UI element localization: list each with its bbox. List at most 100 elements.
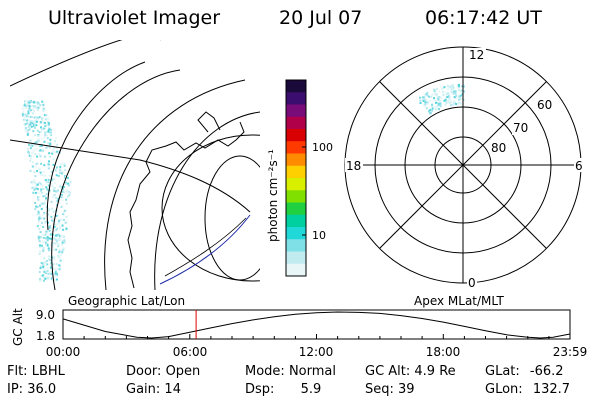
emission-pixel	[53, 147, 55, 149]
emission-pixel	[34, 116, 37, 119]
emission-pixel	[43, 270, 46, 273]
emission-pixel	[52, 163, 55, 166]
emission-pixel	[45, 146, 48, 149]
emission-pixel	[24, 119, 27, 121]
emission-pixel	[32, 130, 35, 133]
emission-pixel	[62, 239, 64, 242]
emission-pixel	[40, 183, 43, 186]
emission-pixel	[437, 98, 440, 101]
emission-pixel	[52, 210, 55, 213]
timeline-xtick-label: 12:00	[299, 345, 334, 359]
observation-time: 06:17:42 UT	[425, 7, 542, 29]
emission-pixel	[59, 151, 61, 154]
emission-pixel	[62, 212, 65, 215]
emission-pixel	[22, 108, 25, 111]
emission-pixel	[47, 209, 50, 212]
observation-date: 20 Jul 07	[279, 7, 363, 29]
emission-pixel	[28, 123, 31, 126]
emission-pixel	[62, 235, 65, 238]
emission-pixel	[36, 183, 39, 186]
emission-pixel	[51, 242, 54, 244]
emission-pixel	[29, 159, 32, 162]
emission-pixel	[46, 244, 49, 247]
emission-pixel	[436, 108, 439, 111]
emission-pixel	[42, 266, 45, 269]
emission-pixel	[25, 130, 28, 133]
emission-pixel	[442, 94, 445, 96]
colorbar-gradient	[286, 80, 306, 277]
emission-pixel	[31, 108, 34, 111]
emission-pixel	[445, 100, 448, 103]
emission-pixel	[419, 102, 422, 104]
emission-pixel	[427, 110, 430, 113]
status-gc-alt: GC Alt: 4.9 Re	[365, 364, 456, 379]
emission-pixel	[54, 270, 57, 273]
emission-pixel	[424, 99, 427, 101]
emission-pixel	[37, 117, 40, 120]
emission-pixel	[64, 182, 67, 185]
emission-pixel	[32, 120, 34, 123]
emission-pixel	[444, 104, 447, 106]
emission-pixel	[33, 116, 36, 119]
emission-pixel	[54, 140, 56, 143]
emission-pixel	[29, 141, 32, 143]
emission-pixel	[30, 181, 33, 184]
emission-pixel	[41, 174, 44, 177]
emission-pixel	[30, 105, 33, 108]
emission-pixel	[61, 188, 64, 191]
emission-pixel	[47, 122, 50, 125]
emission-pixel	[433, 98, 436, 101]
map-meridian-3	[154, 111, 260, 290]
emission-pixel	[56, 143, 59, 146]
emission-pixel	[440, 86, 443, 89]
emission-pixel	[419, 99, 422, 102]
emission-pixel	[40, 275, 43, 277]
emission-pixel	[426, 91, 429, 94]
map-coordinate-label: Geographic Lat/Lon	[68, 294, 185, 308]
colorbar-cell	[286, 80, 306, 93]
emission-pixel	[53, 225, 56, 228]
colorbar-cell	[286, 178, 306, 191]
emission-pixel	[53, 230, 56, 233]
emission-pixel	[459, 97, 462, 100]
emission-pixel	[46, 122, 49, 125]
emission-pixel	[36, 206, 39, 208]
emission-pixel	[36, 162, 39, 165]
emission-pixel	[39, 192, 42, 195]
emission-pixel	[28, 154, 31, 157]
emission-pixel	[38, 271, 41, 273]
emission-pixel	[450, 89, 453, 92]
emission-pixel	[458, 87, 461, 90]
emission-pixel	[22, 111, 24, 114]
emission-pixel	[67, 182, 70, 185]
emission-pixel	[52, 245, 54, 248]
emission-pixel	[42, 226, 45, 228]
emission-pixel	[43, 140, 46, 143]
emission-pixel	[429, 110, 432, 113]
emission-pixel	[35, 163, 38, 165]
emission-pixel	[55, 229, 58, 232]
emission-pixel	[68, 182, 71, 185]
emission-pixel	[27, 103, 30, 106]
emission-pixel	[56, 242, 59, 244]
emission-pixel	[37, 235, 40, 238]
colorbar-tick-label-10: 10	[312, 229, 326, 242]
emission-pixel	[435, 90, 438, 93]
emission-pixel	[425, 93, 428, 96]
emission-pixel	[43, 135, 46, 138]
map-terminator-line	[159, 214, 251, 285]
emission-pixel	[48, 225, 51, 228]
emission-pixel	[40, 173, 43, 176]
colorbar-cell	[286, 116, 306, 130]
emission-pixel	[31, 124, 34, 127]
emission-pixel	[26, 122, 29, 125]
status-door: Door: Open	[126, 364, 201, 379]
emission-pixel	[51, 243, 54, 246]
map-latitude-circle	[161, 134, 260, 282]
emission-pixel	[38, 216, 41, 219]
emission-pixel	[27, 123, 30, 126]
emission-pixel	[25, 107, 28, 109]
emission-pixel	[43, 170, 45, 173]
emission-pixel	[436, 93, 438, 96]
emission-pixel	[447, 88, 450, 90]
